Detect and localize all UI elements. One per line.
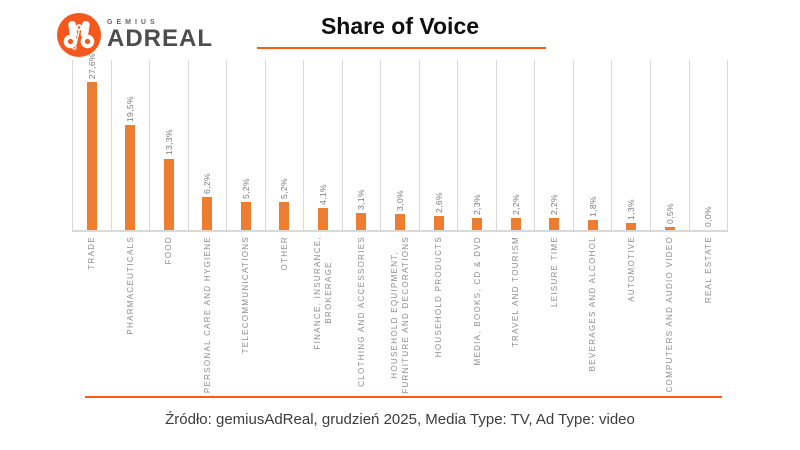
bar-value-label: 6,2% [202, 172, 213, 194]
bar [472, 217, 483, 230]
bar-value-label: 4,1% [317, 184, 328, 205]
bar [433, 216, 444, 230]
category-label: PERSONAL CARE AND HYGIENE [202, 236, 212, 394]
category-slot: 2,2% [535, 60, 574, 230]
category-slot: HOUSEHOLD PRODUCTS [420, 236, 459, 394]
bar [279, 202, 290, 230]
category-label: TELECOMMUNICATIONS [241, 236, 251, 354]
bar-value-label: 2,2% [510, 194, 521, 216]
plot-area: 27,6% 19,5% 13,3% 6,2% 5,2% 5,2% 4,1% 3,1% 3,0% 2… [72, 53, 729, 232]
brand-logo: GEMIUS ADREAL [57, 13, 213, 57]
category-slot: PERSONAL CARE AND HYGIENE [189, 236, 228, 394]
chart-title: Share of Voice [320, 13, 480, 39]
logo-circle [57, 13, 101, 57]
bar-value-label: 1,3% [626, 199, 637, 220]
bar [510, 218, 521, 230]
binoculars-icon [63, 21, 95, 50]
category-slot: CLOTHING AND ACCESSORIES [343, 236, 382, 394]
category-slot: BEVERAGES AND ALCOHOL [574, 236, 613, 394]
bar [202, 196, 213, 230]
category-slot: 27,6% [73, 53, 112, 230]
bar [163, 158, 174, 230]
brand-adreal: ADREAL [107, 25, 213, 52]
bar-value-label: 13,3% [163, 129, 174, 156]
category-slot: PHARMACEUTICALS [112, 236, 151, 394]
category-label: LEISURE TIME [549, 236, 559, 308]
category-label: TRADE [87, 236, 97, 270]
category-label: BEVERAGES AND ALCOHOL [588, 236, 598, 372]
bar-value-label: 3,1% [356, 189, 367, 211]
category-slot: 13,3% [150, 60, 189, 230]
bar [395, 213, 406, 230]
bar-value-label: 19,5% [125, 96, 136, 123]
category-label: MEDIA, BOOKS, CD & DVD [472, 236, 482, 366]
category-axis: TRADE PHARMACEUTICALS FOOD PERSONAL CARE AN… [72, 236, 728, 394]
category-label: OTHER [279, 236, 289, 271]
category-slot: 1,8% [574, 60, 613, 230]
category-label: COMPUTERS AND AUDIO VIDEO [665, 236, 675, 393]
bar-value-label: 1,8% [587, 196, 598, 218]
category-slot: COMPUTERS AND AUDIO VIDEO [651, 236, 690, 394]
bar [587, 220, 598, 230]
title-underline [257, 47, 546, 49]
bar [356, 213, 367, 230]
category-label: FINANCE, INSURANCE, BROKERAGE [312, 236, 333, 350]
category-slot: FOOD [150, 236, 189, 394]
footer-divider [85, 396, 722, 398]
category-slot: 2,6% [420, 60, 459, 230]
category-slot: REAL ESTATE [690, 236, 729, 394]
bar-value-label: 3,0% [395, 189, 406, 211]
category-label: HOUSEHOLD EQUIPMENT, FURNITURE AND DECOR… [390, 236, 411, 394]
category-label: TRAVEL AND TOURISM [511, 236, 521, 348]
category-slot: 19,5% [112, 60, 151, 230]
category-label: HOUSEHOLD PRODUCTS [434, 236, 444, 358]
category-slot: MEDIA, BOOKS, CD & DVD [458, 236, 497, 394]
category-slot: 0,5% [651, 60, 690, 230]
source-note: Źródło: gemiusAdReal, grudzień 2025, Med… [165, 411, 635, 428]
bar [125, 125, 136, 230]
category-label: AUTOMOTIVE [626, 236, 636, 302]
bar-value-label: 5,2% [279, 178, 290, 199]
category-slot: 5,2% [227, 60, 266, 230]
category-slot: 5,2% [266, 60, 305, 230]
bar-value-label: 2,2% [549, 194, 560, 216]
bar [664, 227, 675, 230]
brand-gemius: GEMIUS [107, 19, 159, 26]
category-slot: 2,3% [458, 60, 497, 230]
bar-value-label: 0,0% [703, 206, 714, 227]
category-label: FOOD [164, 236, 174, 265]
bar-value-label: 2,3% [472, 193, 483, 215]
category-slot: AUTOMOTIVE [612, 236, 651, 394]
bar-value-label: 5,2% [240, 178, 251, 199]
category-slot: TRADE [73, 236, 112, 394]
bar-value-label: 0,5% [664, 203, 675, 225]
category-slot: 3,0% [381, 60, 420, 230]
category-slot: TELECOMMUNICATIONS [227, 236, 266, 394]
bar [240, 202, 251, 230]
category-label: PHARMACEUTICALS [125, 236, 135, 335]
category-label: REAL ESTATE [703, 236, 713, 304]
category-slot: 2,2% [497, 60, 536, 230]
bar [317, 208, 328, 230]
bar [549, 218, 560, 230]
category-slot: 6,2% [189, 60, 228, 230]
bar [86, 81, 97, 230]
category-slot: 1,3% [612, 60, 651, 230]
category-slot: 3,1% [343, 60, 382, 230]
bar-value-label: 27,6% [86, 52, 97, 79]
logo-text: GEMIUS ADREAL [107, 19, 213, 51]
category-slot: TRAVEL AND TOURISM [497, 236, 536, 394]
category-slot: HOUSEHOLD EQUIPMENT, FURNITURE AND DECOR… [381, 236, 420, 394]
category-label: CLOTHING AND ACCESSORIES [356, 236, 366, 387]
category-slot: FINANCE, INSURANCE, BROKERAGE [304, 236, 343, 394]
category-slot: LEISURE TIME [535, 236, 574, 394]
bar-value-label: 2,6% [433, 192, 444, 213]
category-slot: OTHER [266, 236, 305, 394]
bar [626, 223, 637, 230]
category-slot: 4,1% [304, 60, 343, 230]
category-slot: 0,0% [690, 60, 729, 230]
